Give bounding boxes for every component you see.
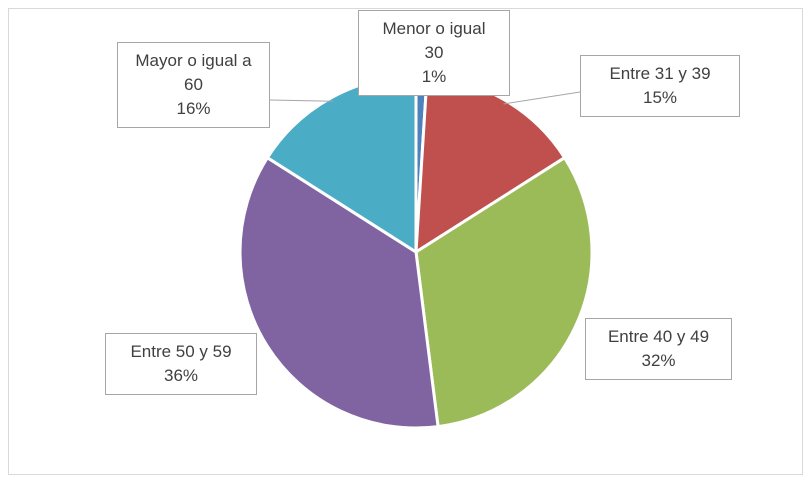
pie-slice bbox=[238, 155, 440, 430]
data-label: Menor o igual 30 1% bbox=[358, 10, 510, 96]
category-label: Entre 40 y 49 bbox=[607, 327, 710, 346]
category-label: Entre 50 y 59 bbox=[130, 342, 232, 361]
category-label: Entre 31 y 39 bbox=[609, 64, 711, 83]
data-label: Entre 50 y 59 36% bbox=[105, 333, 257, 395]
data-label: Entre 40 y 49 32% bbox=[585, 318, 732, 380]
value-label: 1% bbox=[421, 67, 447, 86]
data-label: Mayor o igual a 60 16% bbox=[117, 42, 270, 128]
value-label: 36% bbox=[163, 366, 199, 385]
value-label: 15% bbox=[642, 88, 678, 107]
category-label: Mayor o igual a 60 bbox=[135, 51, 252, 94]
leader-line bbox=[269, 99, 334, 102]
leader-line bbox=[503, 91, 581, 105]
category-label: Menor o igual 30 bbox=[382, 19, 486, 62]
value-label: 32% bbox=[641, 351, 676, 370]
pie-slice bbox=[414, 155, 594, 429]
data-label: Entre 31 y 39 15% bbox=[580, 55, 740, 117]
value-label: 16% bbox=[176, 99, 211, 118]
